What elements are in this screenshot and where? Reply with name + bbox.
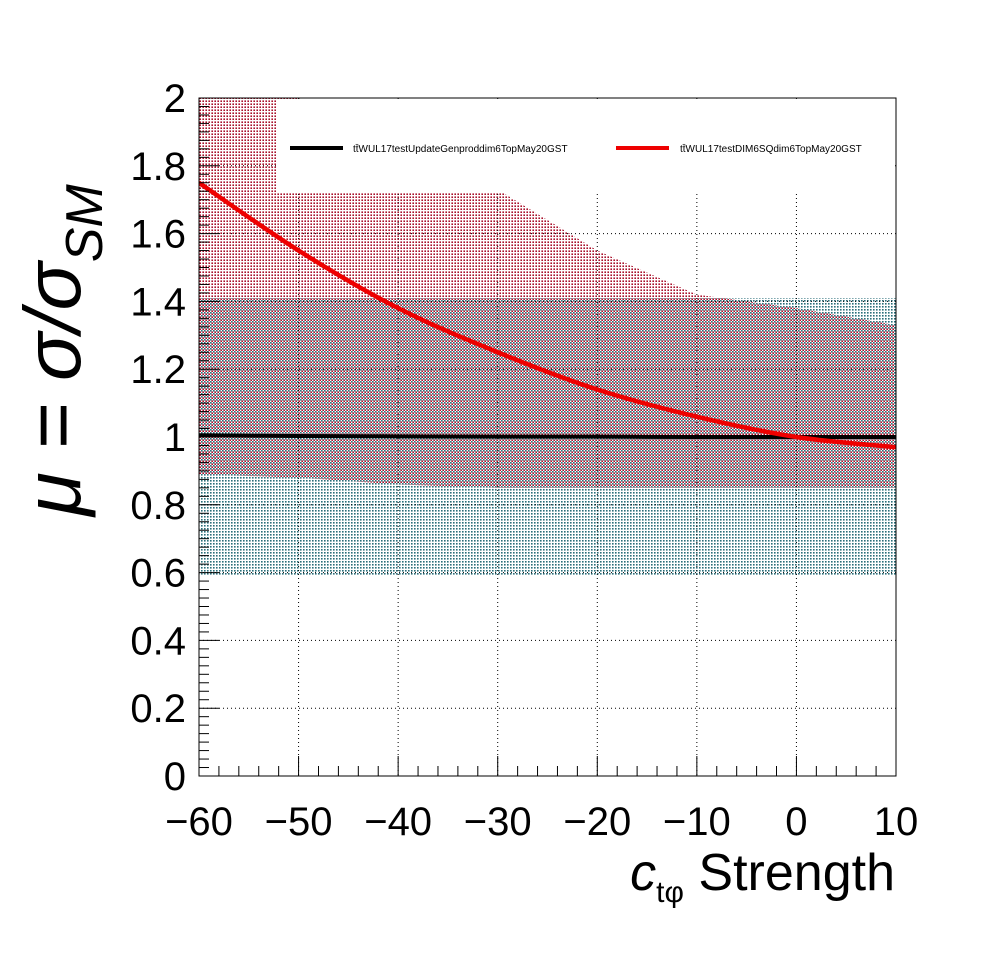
x-tick-label: −40 — [364, 800, 432, 844]
x-tick-label: 0 — [785, 800, 807, 844]
axis-ticks — [198, 97, 897, 777]
x-axis-subscript: tφ — [656, 876, 684, 909]
band-series-2 — [199, 98, 896, 488]
x-tick-label: −30 — [464, 800, 532, 844]
x-tick-label: −20 — [563, 800, 631, 844]
legend-label-series-2: tt̄WUL17testDIM6SQdim6TopMay20GST — [680, 143, 862, 155]
legend-box — [277, 99, 894, 192]
y-tick-label: 0.2 — [130, 687, 186, 731]
x-tick-label: 10 — [874, 800, 919, 844]
series-lines — [199, 180, 896, 450]
y-tick-label: 1.4 — [130, 280, 186, 324]
y-tick-label: 1.6 — [130, 213, 186, 257]
y-axis-subscript: SM — [56, 184, 114, 263]
y-axis-main: μ = σ/σ — [8, 260, 97, 518]
y-tick-label: 0.4 — [130, 619, 186, 663]
axis-tick-labels: −60 −50 −40 −30 −20 −10 0 10 0 0.2 0.4 0.6 0.8 1 1.2 1.… — [130, 77, 918, 844]
y-axis-title: μ = σ/σSM — [8, 184, 114, 518]
legend-label-series-1: tt̄WUL17testUpdateGenproddim6TopMay20GST — [353, 143, 568, 155]
x-tick-label: −10 — [663, 800, 731, 844]
x-axis-rest: Strength — [684, 844, 895, 902]
x-axis-title: ctφ Strength — [630, 844, 895, 909]
series-line-2 — [199, 180, 896, 450]
y-tick-label: 0.8 — [130, 484, 186, 528]
y-tick-label: 1.8 — [130, 145, 186, 189]
y-tick-label: 0.6 — [130, 552, 186, 596]
y-tick-label: 1.2 — [130, 348, 186, 392]
y-tick-label: 1 — [164, 416, 186, 460]
x-axis-symbol: c — [630, 844, 656, 902]
x-tick-label: −60 — [165, 800, 233, 844]
y-tick-label: 0 — [164, 755, 186, 799]
x-tick-label: −50 — [265, 800, 333, 844]
y-tick-label: 2 — [164, 77, 186, 121]
